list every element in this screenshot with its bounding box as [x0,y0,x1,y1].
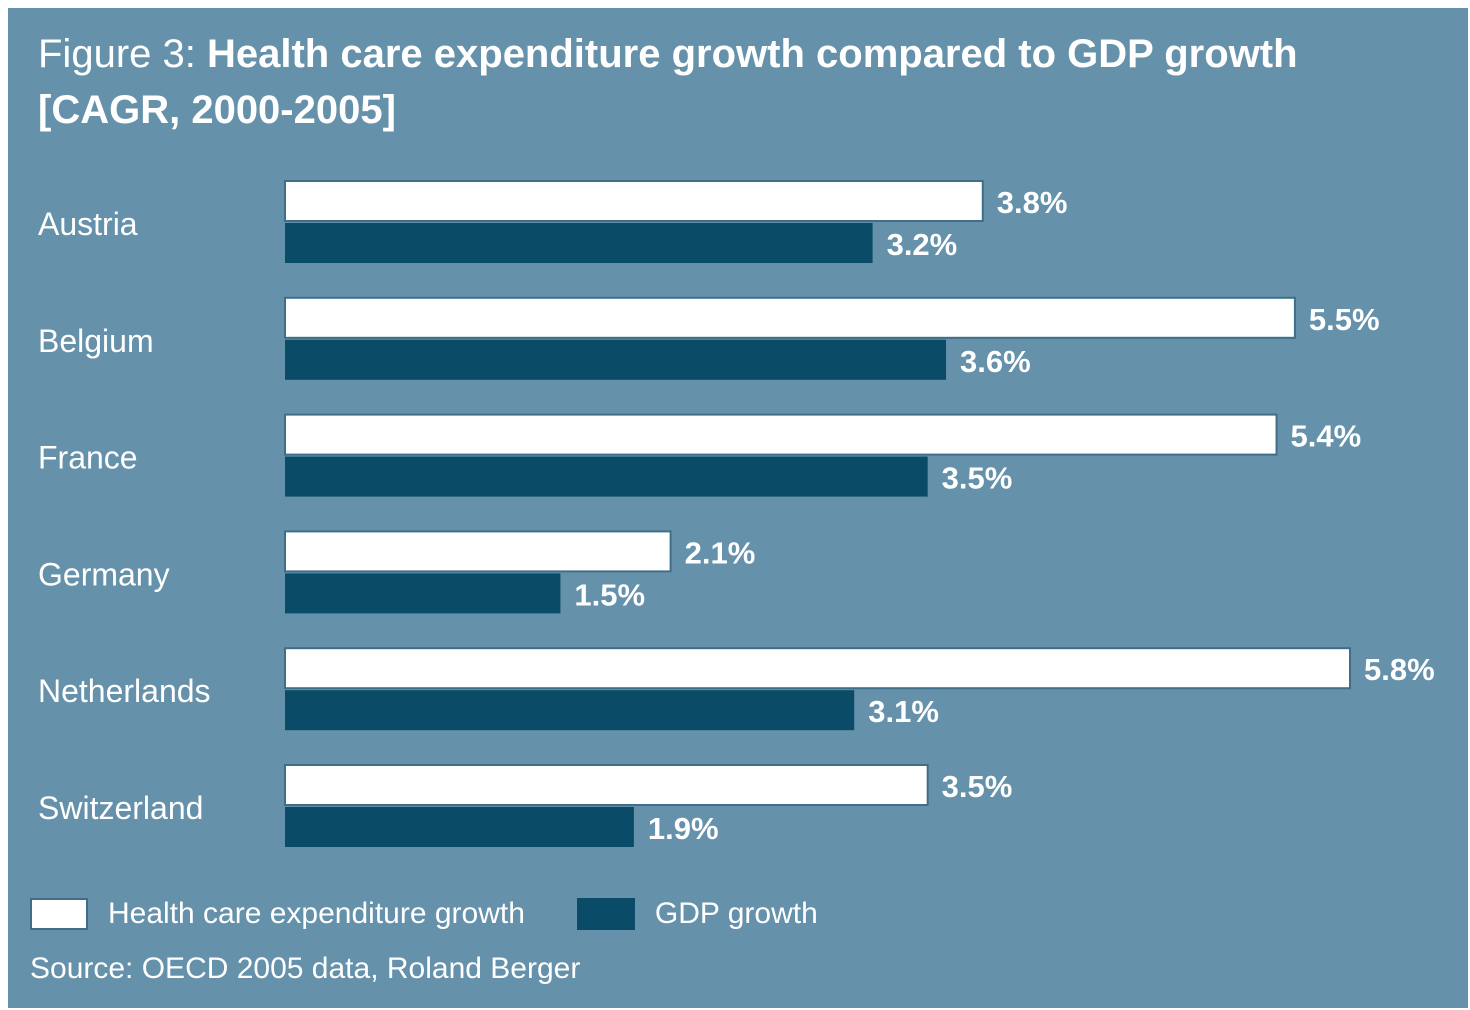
legend-item-gdp: GDP growth [576,897,818,931]
bar-health-austria [284,180,984,222]
bar-health-germany [284,530,672,573]
source-note: Source: OECD 2005 data, Roland Berger [30,952,581,985]
category-label-belgium: Belgium [38,323,154,359]
value-label-gdp-france: 3.5% [942,461,1013,496]
value-label-health-switzerland: 3.5% [942,769,1013,804]
category-label-france: France [38,440,138,476]
value-label-gdp-germany: 1.5% [574,577,645,612]
value-label-health-france: 5.4% [1291,419,1362,454]
bar-health-belgium [284,296,1296,339]
value-label-gdp-belgium: 3.6% [960,344,1031,379]
title-subtitle: [CAGR, 2000-2005] [38,88,396,132]
bar-health-france [284,413,1278,456]
title-figure-number: Figure 3: [38,32,196,76]
legend-label-health: Health care expenditure growth [108,897,525,930]
bar-gdp-switzerland [285,807,634,847]
bar-gdp-france [285,456,928,497]
value-label-health-germany: 2.1% [685,535,756,570]
category-label-austria: Austria [38,206,138,242]
value-label-health-austria: 3.8% [997,185,1068,220]
legend-swatch-health [30,898,88,930]
value-label-gdp-switzerland: 1.9% [648,811,719,846]
bar-gdp-belgium [285,339,947,380]
title-main: Health care expenditure growth compared … [206,32,1298,76]
category-label-germany: Germany [38,556,170,592]
value-label-gdp-netherlands: 3.1% [868,694,939,729]
bar-gdp-austria [285,223,873,263]
legend-swatch-gdp [576,898,635,930]
category-label-netherlands: Netherlands [38,673,211,709]
figure-panel: Figure 3: Health care expenditure growth… [8,8,1468,1008]
category-label-switzerland: Switzerland [38,790,203,826]
chart-title: Figure 3: Health care expenditure growth… [38,26,1438,138]
chart-legend: Health care expenditure growth GDP growt… [30,896,870,932]
value-label-gdp-austria: 3.2% [887,227,958,262]
legend-label-gdp: GDP growth [654,897,818,930]
bar-health-netherlands [284,647,1351,690]
value-label-health-netherlands: 5.8% [1364,652,1435,687]
bar-health-switzerland [284,764,929,806]
bar-gdp-germany [285,573,561,614]
bar-gdp-netherlands [285,690,855,731]
legend-item-health: Health care expenditure growth [30,897,525,931]
value-label-health-belgium: 5.5% [1309,302,1380,337]
